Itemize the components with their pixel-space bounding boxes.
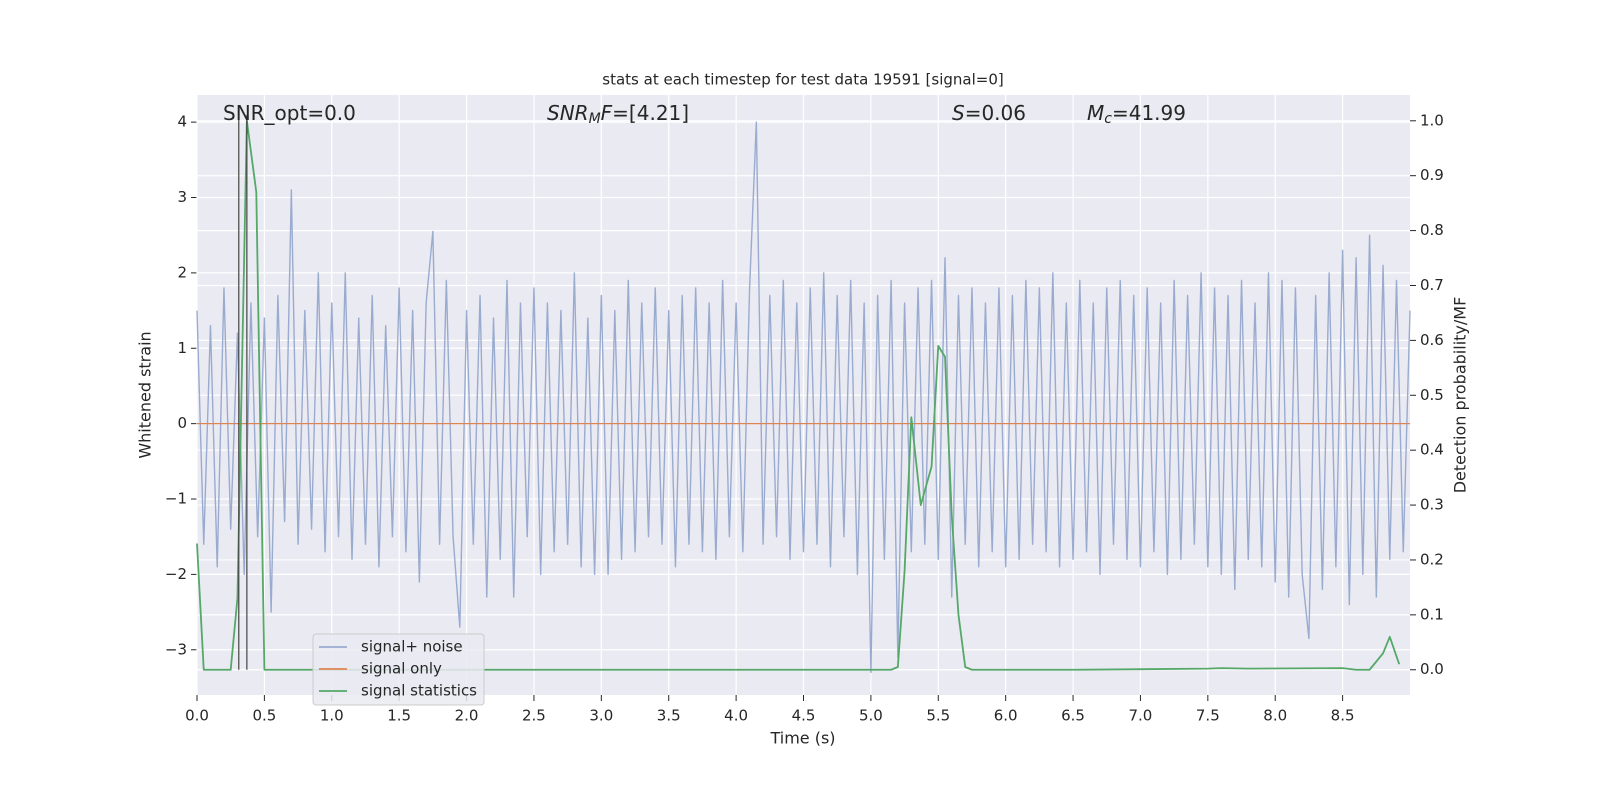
annotation-part: SNR — [547, 101, 589, 125]
x-axis-label: Time (s) — [769, 729, 835, 748]
annotation: SNR_opt=0.0 — [223, 101, 356, 125]
y2-tick-label: 0.9 — [1420, 166, 1444, 184]
x-tick-label: 1.0 — [320, 707, 344, 725]
legend-label: signal+ noise — [361, 638, 463, 656]
annotation-part: =41.99 — [1112, 101, 1186, 125]
x-tick-label: 7.0 — [1129, 707, 1153, 725]
y2-tick-label: 0.8 — [1420, 221, 1444, 239]
y2-tick-label: 1.0 — [1420, 111, 1444, 129]
y2-axis-label: Detection probability/MF — [1451, 297, 1470, 494]
y-tick-label: −2 — [165, 565, 187, 583]
legend-label: signal only — [361, 660, 442, 678]
x-tick-label: 8.5 — [1331, 707, 1355, 725]
annotation-part: c — [1104, 111, 1112, 127]
x-tick-label: 2.5 — [522, 707, 546, 725]
x-tick-label: 8.0 — [1263, 707, 1287, 725]
x-tick-label: 6.5 — [1061, 707, 1085, 725]
y2-tick-label: 0.7 — [1420, 276, 1444, 294]
x-tick-label: 2.0 — [455, 707, 479, 725]
y-axis-label: Whitened strain — [136, 331, 155, 458]
x-tick-label: 4.0 — [724, 707, 748, 725]
x-tick-label: 3.0 — [589, 707, 613, 725]
y-tick-label: −1 — [165, 490, 187, 508]
y-tick-label: −3 — [165, 640, 187, 658]
y-tick-label: 1 — [177, 339, 187, 357]
annotation: S=0.06 — [952, 101, 1026, 125]
y2-tick-label: 0.2 — [1420, 550, 1444, 568]
y-tick-label: 4 — [177, 113, 187, 131]
annotation-part: M — [589, 111, 601, 127]
y2-tick-label: 0.6 — [1420, 331, 1444, 349]
series-line — [196, 121, 1411, 674]
x-tick-label: 4.5 — [792, 707, 816, 725]
x-tick-label: 5.0 — [859, 707, 883, 725]
y2-tick-label: 0.4 — [1420, 441, 1444, 459]
y2-tick-label: 0.0 — [1420, 660, 1444, 678]
annotation: SNRMF=[4.21] — [547, 101, 689, 128]
annotation-part: F — [601, 101, 613, 125]
y2-tick-label: 0.1 — [1420, 605, 1444, 623]
chart-title: stats at each timestep for test data 195… — [602, 71, 1003, 89]
y-tick-label: 0 — [177, 414, 187, 432]
x-tick-label: 0.0 — [185, 707, 209, 725]
y2-tick-label: 0.3 — [1420, 496, 1444, 514]
x-tick-label: 5.5 — [926, 707, 950, 725]
x-tick-label: 1.5 — [387, 707, 411, 725]
y-tick-label: 3 — [177, 188, 187, 206]
legend-label: signal statistics — [361, 682, 477, 700]
annotation-part: M — [1087, 101, 1104, 125]
annotation-part: SNR_opt=0.0 — [223, 101, 356, 125]
annotation-part: =0.06 — [965, 101, 1026, 125]
series-line — [196, 119, 1401, 671]
x-tick-label: 7.5 — [1196, 707, 1220, 725]
y-tick-label: 2 — [177, 263, 187, 281]
annotation-part: S — [952, 101, 965, 125]
annotation-part: =[4.21] — [612, 101, 689, 125]
y2-tick-label: 0.5 — [1420, 386, 1444, 404]
annotation: Mc=41.99 — [1087, 101, 1186, 128]
x-tick-label: 6.0 — [994, 707, 1018, 725]
x-tick-label: 3.5 — [657, 707, 681, 725]
x-tick-label: 0.5 — [252, 707, 276, 725]
legend-box — [312, 633, 485, 706]
